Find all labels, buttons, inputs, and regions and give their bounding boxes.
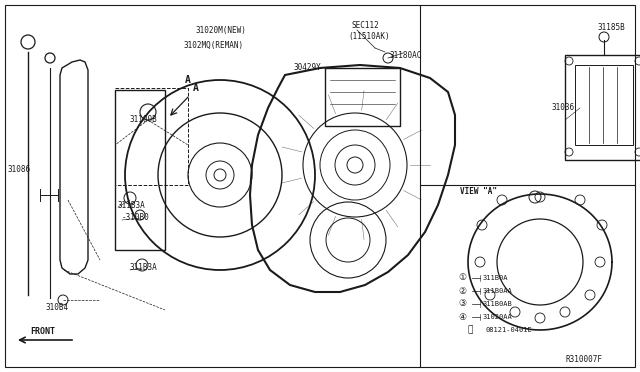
Text: 311B0A: 311B0A [483,275,509,281]
Text: 31020M(NEW): 31020M(NEW) [195,26,246,35]
Text: VIEW "A": VIEW "A" [460,187,497,196]
Text: 311B3A: 311B3A [118,201,146,209]
Text: -310B0: -310B0 [122,214,150,222]
Text: (11510AK): (11510AK) [348,32,390,42]
Bar [115,90,165,250]
Text: A: A [193,83,199,93]
Text: 310B4: 310B4 [45,302,68,311]
Text: 311B3A: 311B3A [130,263,157,273]
Text: 31185B: 31185B [598,23,626,32]
Text: FRONT: FRONT [30,327,55,337]
Text: 3102MQ(REMAN): 3102MQ(REMAN) [183,41,243,49]
Bar [325,68,400,126]
Bar [575,65,633,145]
Text: R310007F: R310007F [565,356,602,365]
Text: 311B0AA: 311B0AA [483,288,513,294]
Text: SEC112: SEC112 [352,20,380,29]
Text: 311B0AB: 311B0AB [483,301,513,307]
Text: 31180AC: 31180AC [390,51,422,60]
Text: ③: ③ [458,299,466,308]
Text: 08121-0401E: 08121-0401E [485,327,532,333]
Text: 30429Y: 30429Y [293,64,321,73]
Text: 31086: 31086 [8,166,31,174]
Text: ④: ④ [458,312,466,321]
Text: 31100B: 31100B [130,115,157,125]
Text: A: A [185,75,191,85]
Text: ②: ② [458,286,466,295]
Text: 31020AA: 31020AA [483,314,513,320]
Text: 31036: 31036 [552,103,575,112]
Text: ①: ① [458,273,466,282]
Text: Ⓑ: Ⓑ [467,326,472,334]
Bar [565,55,640,160]
